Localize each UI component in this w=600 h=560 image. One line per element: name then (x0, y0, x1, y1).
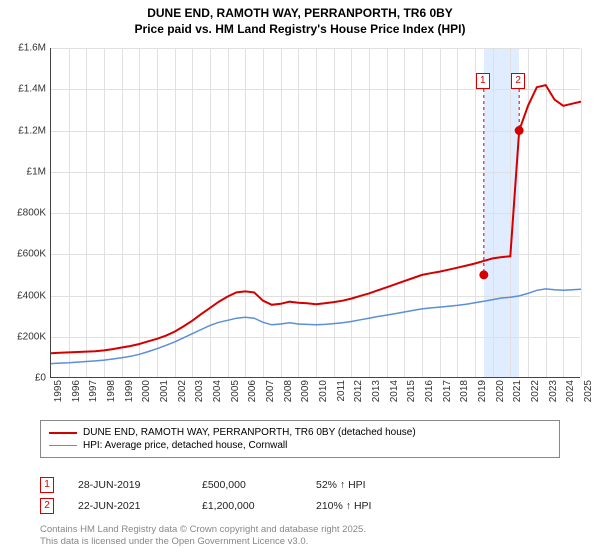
y-tick-label: £400K (17, 290, 46, 301)
x-tick-label: 2001 (159, 380, 170, 402)
x-tick-label: 2009 (300, 380, 311, 402)
x-tick-label: 1998 (106, 380, 117, 402)
x-tick-label: 2024 (565, 380, 576, 402)
y-tick-label: £0 (35, 373, 46, 384)
x-tick-label: 1996 (71, 380, 82, 402)
x-tick-label: 2008 (283, 380, 294, 402)
x-tick-label: 2011 (336, 380, 347, 402)
y-tick-label: £200K (17, 331, 46, 342)
legend-row: HPI: Average price, detached house, Corn… (49, 440, 551, 451)
x-tick-label: 2005 (230, 380, 241, 402)
chart-marker-box: 2 (511, 73, 525, 89)
legend-label: HPI: Average price, detached house, Corn… (83, 440, 287, 451)
chart-svg (51, 48, 580, 377)
title-line-1: DUNE END, RAMOTH WAY, PERRANPORTH, TR6 0… (0, 6, 600, 22)
legend-row: DUNE END, RAMOTH WAY, PERRANPORTH, TR6 0… (49, 427, 551, 438)
x-tick-label: 2014 (389, 380, 400, 402)
sale-price: £500,000 (202, 479, 292, 491)
sale-hpi: 210% ↑ HPI (316, 500, 416, 512)
x-tick-label: 2019 (477, 380, 488, 402)
x-tick-label: 1999 (124, 380, 135, 402)
x-tick-label: 2023 (548, 380, 559, 402)
footer-line-2: This data is licensed under the Open Gov… (40, 536, 366, 548)
legend-swatch (49, 445, 77, 447)
y-tick-label: £1.2M (18, 125, 46, 136)
x-tick-label: 1997 (88, 380, 99, 402)
x-tick-label: 2004 (212, 380, 223, 402)
x-tick-label: 2000 (141, 380, 152, 402)
gridline-v (581, 48, 582, 377)
x-tick-label: 2018 (459, 380, 470, 402)
sale-hpi: 52% ↑ HPI (316, 479, 416, 491)
y-tick-label: £1.4M (18, 84, 46, 95)
x-tick-label: 2020 (495, 380, 506, 402)
x-tick-label: 2002 (177, 380, 188, 402)
title-line-2: Price paid vs. HM Land Registry's House … (0, 22, 600, 38)
footer-attribution: Contains HM Land Registry data © Crown c… (40, 524, 366, 549)
legend-label: DUNE END, RAMOTH WAY, PERRANPORTH, TR6 0… (83, 427, 416, 438)
x-tick-label: 2017 (442, 380, 453, 402)
y-tick-label: £800K (17, 208, 46, 219)
series-line-property (51, 85, 581, 353)
x-tick-label: 2010 (318, 380, 329, 402)
y-tick-label: £1M (27, 166, 46, 177)
x-tick-label: 2025 (583, 380, 594, 402)
sale-date: 22-JUN-2021 (78, 500, 178, 512)
sale-marker-box: 1 (40, 477, 54, 493)
x-tick-label: 2013 (371, 380, 382, 402)
sale-row: 2 22-JUN-2021 £1,200,000 210% ↑ HPI (40, 498, 416, 514)
x-tick-label: 2012 (353, 380, 364, 402)
chart-marker-box: 1 (476, 73, 490, 89)
title-block: DUNE END, RAMOTH WAY, PERRANPORTH, TR6 0… (0, 0, 600, 37)
x-tick-label: 2006 (247, 380, 258, 402)
legend-swatch (49, 432, 77, 434)
x-tick-label: 2007 (265, 380, 276, 402)
chart-plot-area (50, 48, 580, 378)
sales-table: 1 28-JUN-2019 £500,000 52% ↑ HPI 2 22-JU… (40, 472, 416, 519)
sale-date: 28-JUN-2019 (78, 479, 178, 491)
footer-line-1: Contains HM Land Registry data © Crown c… (40, 524, 366, 536)
x-tick-label: 2022 (530, 380, 541, 402)
sale-marker-box: 2 (40, 498, 54, 514)
chart-container: DUNE END, RAMOTH WAY, PERRANPORTH, TR6 0… (0, 0, 600, 560)
legend: DUNE END, RAMOTH WAY, PERRANPORTH, TR6 0… (40, 420, 560, 458)
x-tick-label: 2016 (424, 380, 435, 402)
sale-row: 1 28-JUN-2019 £500,000 52% ↑ HPI (40, 477, 416, 493)
y-tick-label: £1.6M (18, 43, 46, 54)
x-tick-label: 2021 (512, 380, 523, 402)
x-tick-label: 1995 (53, 380, 64, 402)
x-tick-label: 2015 (406, 380, 417, 402)
series-line-hpi (51, 289, 581, 364)
x-tick-label: 2003 (194, 380, 205, 402)
y-tick-label: £600K (17, 249, 46, 260)
sale-price: £1,200,000 (202, 500, 292, 512)
